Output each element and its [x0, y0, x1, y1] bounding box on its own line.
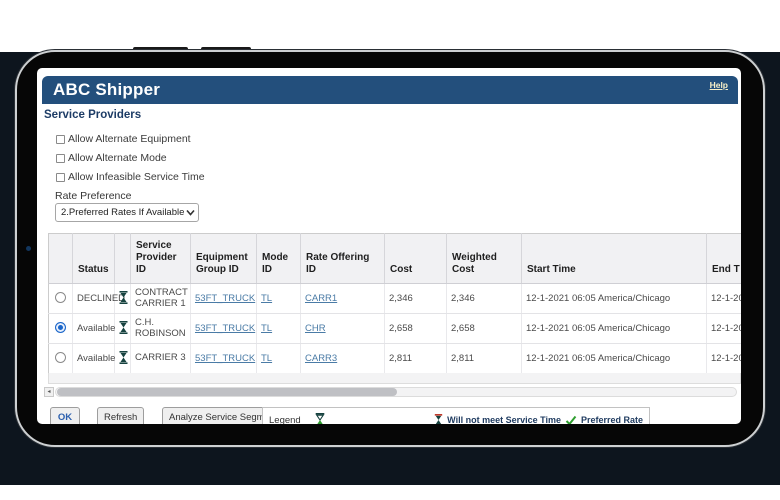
weighted-cost-cell: 2,658 [446, 313, 522, 344]
cost-cell: 2,346 [384, 283, 447, 314]
equipment-group-link[interactable]: 53FT_TRUCK [195, 293, 256, 304]
tablet-camera [26, 246, 31, 251]
checkbox-label: Allow Infeasible Service Time [68, 171, 205, 183]
column-rate-offering-id: Rate Offering ID [300, 233, 385, 284]
hourglass-icon [119, 350, 128, 364]
checkbox-label: Allow Alternate Mode [68, 152, 167, 164]
rate-offering-link[interactable]: CARR1 [305, 293, 338, 304]
app-header-bar: ABC Shipper Help [42, 76, 738, 104]
service-provider-cell: C.H. ROBINSON [130, 313, 191, 344]
app-title: ABC Shipper [53, 80, 161, 99]
column-select [48, 233, 73, 284]
cost-cell: 2,658 [384, 313, 447, 344]
table-row: Available CARRIER 3 53FT_TRUCK TL CARR3 … [48, 343, 741, 374]
scroll-left-button[interactable]: ◂ [44, 387, 54, 397]
rate-preference-label: Rate Preference [55, 190, 132, 202]
service-provider-cell: CARRIER 3 [130, 343, 191, 374]
table-row: DECLINED CONTRACT CARRIER 1 53FT_TRUCK T… [48, 283, 741, 314]
hourglass-icon [119, 320, 128, 334]
row-radio[interactable] [55, 321, 66, 333]
start-time-cell: 12-1-2021 06:05 America/Chicago [521, 283, 707, 314]
end-time-cell: 12-1-20 [706, 343, 741, 374]
legend-item-label: Preferred Rate [580, 415, 643, 424]
checkbox-allow-alternate-mode[interactable] [56, 153, 65, 163]
weighted-cost-cell: 2,811 [446, 343, 522, 374]
table-footer-strip [48, 373, 741, 384]
status-cell: DECLINED [72, 283, 125, 314]
cost-cell: 2,811 [384, 343, 447, 374]
column-start-time: Start Time [521, 233, 707, 284]
end-time-cell: 12-1-20 [706, 283, 741, 314]
ok-button[interactable]: OK [50, 407, 80, 424]
table-row: Available C.H. ROBINSON 53FT_TRUCK TL CH… [48, 313, 741, 344]
tablet-power-button [201, 47, 251, 51]
mode-link[interactable]: TL [261, 293, 273, 304]
rate-offering-link[interactable]: CARR3 [305, 353, 338, 364]
column-service-provider-id: Service Provider ID [130, 233, 191, 284]
table-header-row: Status Service Provider ID Equipment Gro… [48, 233, 741, 284]
mode-link[interactable]: TL [261, 353, 273, 364]
equipment-group-link[interactable]: 53FT_TRUCK [195, 353, 256, 364]
row-radio[interactable] [55, 291, 66, 303]
hourglass-red-icon [434, 414, 443, 424]
status-cell: Available [72, 313, 115, 344]
column-weighted-cost: Weighted Cost [446, 233, 522, 284]
service-providers-table: Status Service Provider ID Equipment Gro… [48, 233, 741, 374]
legend-label: Legend [269, 414, 301, 425]
equipment-group-link[interactable]: 53FT_TRUCK [195, 323, 256, 334]
column-equipment-group-id: Equipment Group ID [190, 233, 257, 284]
scrollbar-thumb[interactable] [57, 388, 397, 396]
column-mode-id: Mode ID [256, 233, 301, 284]
refresh-button[interactable]: Refresh [97, 407, 145, 424]
end-time-cell: 12-1-20 [706, 313, 741, 344]
status-cell: Available [72, 343, 115, 374]
browser-screen: ABC Shipper Help Service Providers Allow… [37, 68, 741, 424]
footer-actions: OK Refresh Analyze Service Segment Legen… [37, 407, 741, 424]
checkbox-allow-alternate-equipment[interactable] [56, 134, 65, 144]
checkbox-label: Allow Alternate Equipment [68, 133, 191, 145]
rate-preference-select[interactable]: 2.Preferred Rates If Available [55, 203, 199, 222]
page-title: Service Providers [44, 109, 142, 121]
column-status: Status [72, 233, 115, 284]
hourglass-icon [315, 413, 325, 424]
start-time-cell: 12-1-2021 06:05 America/Chicago [521, 343, 707, 374]
checkbox-row-allow-alternate-mode[interactable]: Allow Alternate Mode [56, 152, 167, 164]
rate-preference-value: 2.Preferred Rates If Available [61, 207, 185, 218]
column-end-time: End T [706, 233, 741, 284]
chevron-down-icon [186, 209, 196, 216]
checkbox-row-allow-alternate-equipment[interactable]: Allow Alternate Equipment [56, 133, 191, 145]
hourglass-icon [119, 290, 128, 304]
start-time-cell: 12-1-2021 06:05 America/Chicago [521, 313, 707, 344]
legend-item-label: Will not meet Service Time [447, 415, 561, 424]
service-provider-cell: CONTRACT CARRIER 1 [130, 283, 191, 314]
horizontal-scrollbar[interactable] [55, 387, 737, 397]
rate-offering-link[interactable]: CHR [305, 323, 326, 334]
tablet-volume-button [133, 47, 188, 51]
column-cost: Cost [384, 233, 447, 284]
column-flag [114, 233, 131, 284]
mode-link[interactable]: TL [261, 323, 273, 334]
checkbox-row-allow-infeasible-service-time[interactable]: Allow Infeasible Service Time [56, 171, 205, 183]
weighted-cost-cell: 2,346 [446, 283, 522, 314]
check-green-icon [565, 415, 577, 424]
legend-box: Legend Will not meet Service Time Prefer… [262, 407, 650, 424]
row-radio[interactable] [55, 351, 66, 363]
help-link[interactable]: Help [709, 80, 728, 90]
checkbox-allow-infeasible-service-time[interactable] [56, 172, 65, 182]
